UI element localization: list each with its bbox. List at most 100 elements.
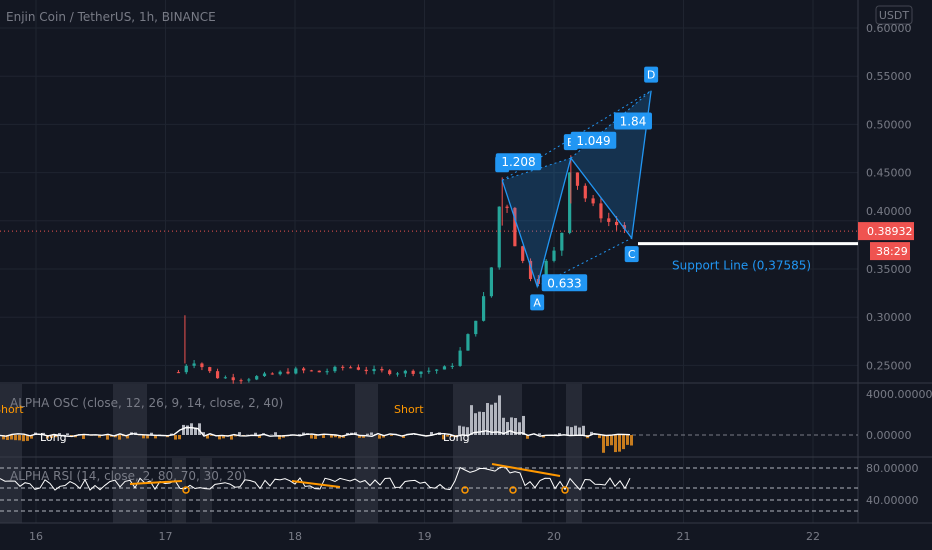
osc-histogram-bar — [558, 433, 561, 435]
osc-histogram-bar — [502, 417, 505, 435]
time-axis-label: 19 — [418, 530, 432, 543]
osc-histogram-bar — [430, 431, 433, 435]
candle-body — [184, 365, 188, 373]
price-tick-label: 0.30000 — [866, 311, 912, 324]
osc-histogram-bar — [378, 435, 381, 439]
pattern-ratio-badge — [570, 131, 617, 149]
osc-histogram-bar — [30, 435, 33, 439]
candle-body — [481, 296, 486, 321]
candle-body — [411, 370, 415, 374]
osc-histogram-bar — [194, 427, 197, 435]
osc-histogram-bar — [298, 434, 301, 435]
pattern-point-c[interactable] — [624, 246, 639, 263]
osc-histogram-bar — [14, 435, 17, 441]
price-tick-label: 0.35000 — [866, 263, 912, 276]
pattern-point-a[interactable] — [530, 294, 545, 311]
osc-histogram-bar — [510, 417, 513, 435]
candle-body — [294, 368, 298, 374]
osc-histogram-bar — [466, 427, 469, 435]
osc-histogram-bar — [474, 413, 477, 435]
osc-histogram-bar — [362, 435, 365, 438]
osc-histogram-bar — [518, 422, 521, 435]
osc-histogram-bar — [566, 426, 569, 435]
osc-histogram-bar — [238, 432, 241, 435]
session-band — [200, 458, 212, 523]
candle-body — [388, 370, 392, 375]
osc-histogram-bar — [498, 395, 501, 435]
symbol-title[interactable]: Enjin Coin / TetherUS, 1h, BINANCE — [6, 10, 216, 24]
osc-histogram-bar — [382, 435, 385, 438]
osc-histogram-bar — [254, 432, 257, 435]
pattern-ratio-badge — [495, 153, 542, 171]
rsi-signal-marker — [561, 486, 569, 494]
candle-body — [442, 366, 447, 370]
osc-histogram-bar — [458, 425, 461, 435]
rsi-title[interactable]: ALPHA RSI (14, close, 2, 80, 70, 30, 20) — [10, 469, 247, 483]
osc-histogram-bar — [610, 435, 613, 446]
osc-histogram-bar — [146, 435, 149, 439]
pattern-point-d[interactable] — [644, 66, 659, 83]
osc-histogram-bar — [186, 425, 189, 435]
candle-body — [466, 334, 470, 351]
pattern-ratio-label: 1.049 — [576, 134, 610, 148]
candle-body — [270, 373, 274, 375]
candle-body — [278, 371, 282, 375]
signal-long: Long — [40, 431, 67, 444]
osc-histogram-bar — [602, 435, 605, 453]
osc-histogram-bar — [614, 435, 617, 453]
currency-button[interactable] — [875, 5, 913, 25]
osc-histogram-bar — [506, 422, 509, 435]
osc-histogram-bar — [310, 435, 313, 439]
osc-line — [0, 426, 631, 438]
osc-histogram-bar — [22, 435, 25, 442]
osc-title[interactable]: ALPHA OSC (close, 12, 26, 9, 14, close, … — [10, 396, 283, 410]
osc-histogram-bar — [66, 433, 69, 435]
candle-body — [489, 267, 494, 297]
osc-histogram-bar — [442, 435, 445, 440]
pattern-ratio-label: 1.84 — [620, 114, 647, 128]
candle-body — [403, 370, 407, 374]
time-axis-label: 21 — [677, 530, 691, 543]
rsi-signal-marker — [509, 486, 517, 494]
candle-body — [505, 206, 509, 208]
osc-histogram-bar — [234, 435, 237, 437]
candle-body — [575, 172, 580, 186]
osc-histogram-bar — [590, 431, 593, 435]
osc-histogram-bar — [574, 425, 577, 435]
osc-histogram-bar — [198, 423, 201, 435]
candle-body — [341, 366, 345, 368]
signal-long: Long — [443, 431, 470, 444]
time-axis-label: 17 — [159, 530, 173, 543]
osc-histogram-bar — [526, 435, 529, 439]
osc-histogram-bar — [578, 427, 581, 435]
candle-body — [262, 373, 267, 377]
osc-histogram-bar — [470, 405, 473, 435]
osc-histogram-bar — [334, 435, 337, 438]
candle-body — [247, 379, 251, 381]
signal-short: Short — [394, 403, 424, 416]
candle-body — [192, 363, 196, 366]
osc-histogram-bar — [54, 435, 57, 438]
candle-body — [591, 198, 595, 204]
time-axis-label: 22 — [806, 530, 820, 543]
osc-histogram-bar — [514, 418, 517, 435]
osc-histogram-bar — [98, 435, 101, 438]
price-tick-label: 0.60000 — [866, 22, 912, 35]
candle-body — [521, 246, 525, 261]
session-band — [172, 458, 186, 523]
candle-body — [302, 368, 306, 371]
session-band — [355, 384, 378, 523]
osc-histogram-bar — [170, 433, 173, 435]
osc-histogram-bar — [302, 432, 305, 435]
candle-body — [513, 207, 517, 247]
osc-histogram-bar — [106, 435, 109, 440]
candle-body — [560, 232, 564, 251]
rsi-line — [0, 466, 631, 491]
osc-histogram-bar — [46, 435, 49, 439]
osc-histogram-bar — [450, 435, 453, 437]
candle-body — [544, 260, 548, 284]
osc-histogram-bar — [278, 435, 281, 440]
osc-histogram-bar — [618, 435, 621, 452]
osc-histogram-bar — [494, 402, 497, 435]
